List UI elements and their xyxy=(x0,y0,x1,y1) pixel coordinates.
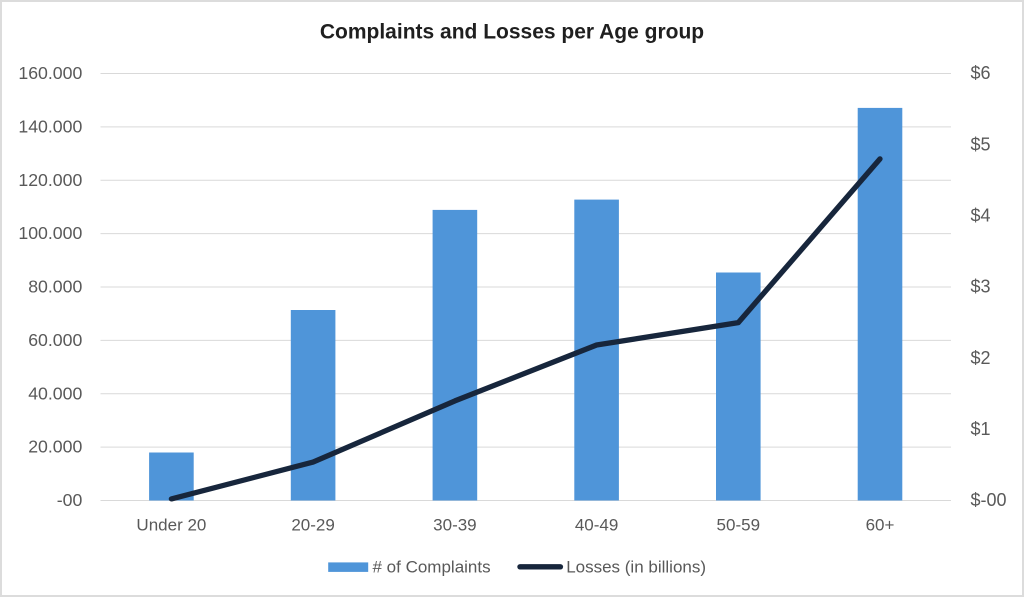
svg-text:60.000: 60.000 xyxy=(28,330,82,350)
svg-text:120.000: 120.000 xyxy=(18,170,82,190)
svg-text:$6: $6 xyxy=(971,63,991,83)
svg-text:40.000: 40.000 xyxy=(28,383,82,403)
svg-text:$5: $5 xyxy=(971,134,991,154)
svg-text:# of Complaints: # of Complaints xyxy=(373,558,491,577)
svg-text:40-49: 40-49 xyxy=(575,516,618,535)
svg-text:50-59: 50-59 xyxy=(717,516,760,535)
svg-text:-00: -00 xyxy=(57,490,83,510)
svg-text:80.000: 80.000 xyxy=(28,277,82,297)
svg-text:140.000: 140.000 xyxy=(18,117,82,137)
svg-text:$-00: $-00 xyxy=(971,490,1007,510)
svg-text:$3: $3 xyxy=(971,277,991,297)
svg-text:100.000: 100.000 xyxy=(18,223,82,243)
svg-text:160.000: 160.000 xyxy=(18,63,82,83)
svg-text:Complaints and Losses per Age: Complaints and Losses per Age group xyxy=(320,21,704,44)
svg-text:$4: $4 xyxy=(971,205,991,225)
svg-text:$1: $1 xyxy=(971,419,991,439)
svg-text:Losses (in billions): Losses (in billions) xyxy=(566,558,706,577)
svg-text:$2: $2 xyxy=(971,348,991,368)
svg-text:Under 20: Under 20 xyxy=(136,516,206,535)
svg-text:20.000: 20.000 xyxy=(28,437,82,457)
svg-text:20-29: 20-29 xyxy=(291,516,334,535)
svg-text:30-39: 30-39 xyxy=(433,516,476,535)
svg-text:60+: 60+ xyxy=(866,516,895,535)
